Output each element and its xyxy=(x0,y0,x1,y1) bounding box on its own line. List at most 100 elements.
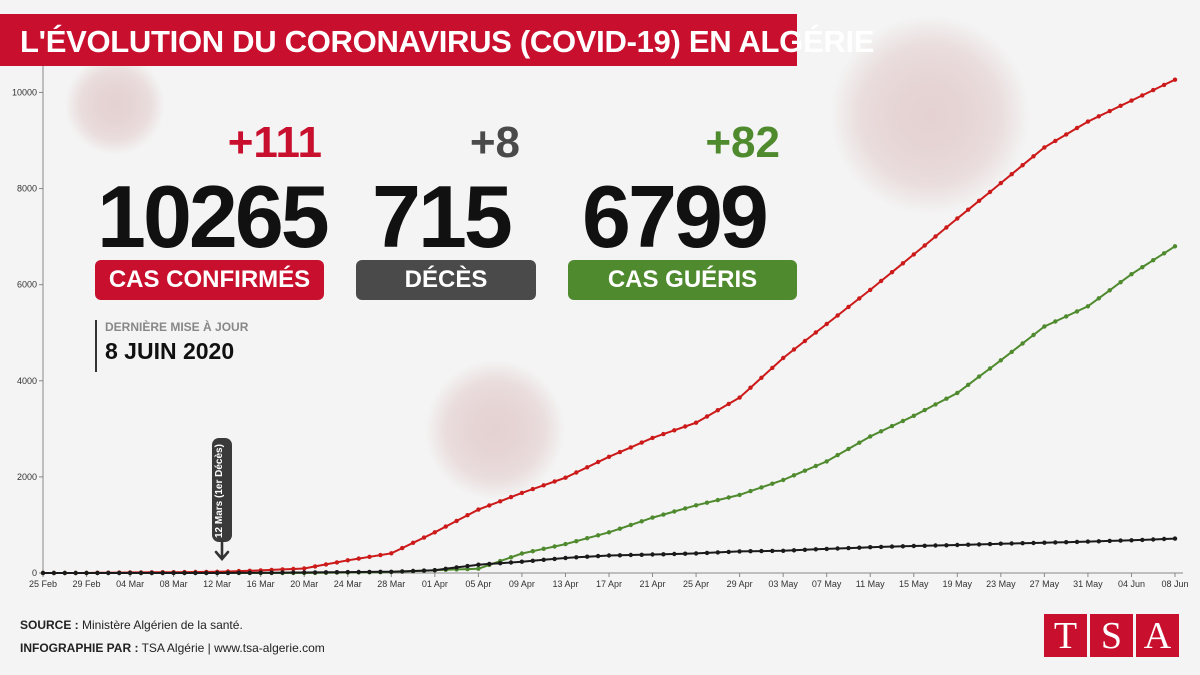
data-point-deaths xyxy=(650,552,655,557)
data-point-recovered xyxy=(726,495,731,500)
data-point-confirmed xyxy=(389,551,394,556)
data-point-deaths xyxy=(802,547,808,552)
data-point-recovered xyxy=(802,468,808,473)
credit-line: INFOGRAPHIE PAR : TSA Algérie | www.tsa-… xyxy=(20,641,325,655)
data-point-recovered xyxy=(1074,309,1080,314)
data-point-recovered xyxy=(704,500,710,505)
credit-label: INFOGRAPHIE PAR : xyxy=(20,641,139,655)
data-point-deaths xyxy=(127,570,133,576)
x-tick-label: 20 Mar xyxy=(290,579,318,589)
data-point-deaths xyxy=(204,570,209,576)
data-point-deaths xyxy=(617,553,623,558)
data-point-confirmed xyxy=(868,287,873,293)
data-point-deaths xyxy=(258,570,263,575)
virus-icon xyxy=(425,360,565,500)
x-tick-label: 21 Apr xyxy=(640,579,666,589)
data-point-confirmed xyxy=(955,216,960,221)
source-label: SOURCE : xyxy=(20,618,79,632)
data-point-deaths xyxy=(1129,538,1134,543)
data-point-confirmed xyxy=(367,554,372,559)
data-point-deaths xyxy=(302,570,307,575)
data-point-recovered xyxy=(944,396,949,401)
x-tick-label: 04 Mar xyxy=(116,579,144,589)
recovered-label-badge: CAS GUÉRIS xyxy=(568,260,797,300)
data-point-deaths xyxy=(1096,539,1102,544)
data-point-deaths xyxy=(824,546,829,552)
data-point-recovered xyxy=(857,440,862,445)
data-point-deaths xyxy=(955,542,960,548)
data-point-deaths xyxy=(922,543,927,548)
data-point-confirmed xyxy=(1140,93,1145,98)
data-point-deaths xyxy=(1161,536,1167,542)
data-point-deaths xyxy=(1031,540,1036,546)
data-point-confirmed xyxy=(661,431,666,437)
data-point-confirmed xyxy=(454,518,459,524)
data-point-deaths xyxy=(367,569,372,575)
data-point-recovered xyxy=(715,497,720,503)
y-tick-label: 0 xyxy=(32,568,37,578)
data-point-confirmed xyxy=(824,321,829,327)
last-update-label: DERNIÈRE MISE À JOUR xyxy=(105,320,249,334)
data-point-confirmed xyxy=(998,180,1003,186)
data-point-confirmed xyxy=(421,535,427,540)
data-point-deaths xyxy=(770,548,775,554)
data-point-confirmed xyxy=(878,278,884,284)
data-point-recovered xyxy=(595,533,601,538)
data-point-deaths xyxy=(1064,540,1069,545)
data-point-recovered xyxy=(552,544,557,549)
data-point-confirmed xyxy=(1020,163,1025,168)
data-point-confirmed xyxy=(857,296,862,301)
data-point-deaths xyxy=(900,544,906,549)
data-point-confirmed xyxy=(291,566,296,572)
data-point-confirmed xyxy=(498,499,503,504)
x-tick-label: 07 May xyxy=(812,579,842,589)
data-point-recovered xyxy=(1107,288,1112,293)
data-point-confirmed xyxy=(1009,172,1014,177)
data-point-deaths xyxy=(606,553,612,558)
data-point-deaths xyxy=(487,561,492,567)
data-point-confirmed xyxy=(432,530,437,535)
data-point-confirmed xyxy=(323,562,329,567)
data-point-deaths xyxy=(639,552,644,557)
data-point-confirmed xyxy=(628,445,633,450)
data-point-deaths xyxy=(269,570,274,575)
data-point-deaths xyxy=(149,570,154,576)
y-tick-label: 10000 xyxy=(12,87,37,97)
data-point-deaths xyxy=(1118,538,1123,543)
confirmed-label-badge: CAS CONFIRMÉS xyxy=(95,260,324,300)
data-point-deaths xyxy=(40,570,46,576)
data-point-deaths xyxy=(410,568,416,574)
x-tick-label: 25 Feb xyxy=(29,579,57,589)
confirmed-delta: +111 xyxy=(227,118,322,167)
data-point-deaths xyxy=(966,542,971,547)
logo-letter: T xyxy=(1044,614,1087,657)
virus-icon xyxy=(65,55,165,155)
data-point-confirmed xyxy=(1118,103,1123,109)
data-point-recovered xyxy=(933,402,938,407)
data-point-deaths xyxy=(400,569,405,574)
credit-text: TSA Algérie | www.tsa-algerie.com xyxy=(141,641,325,655)
data-point-recovered xyxy=(639,519,644,524)
data-point-deaths xyxy=(878,544,884,550)
data-point-deaths xyxy=(498,561,503,566)
data-point-deaths xyxy=(759,548,764,554)
data-point-recovered xyxy=(911,413,916,418)
virus-background-decoration xyxy=(65,15,1030,500)
data-point-confirmed xyxy=(715,408,720,413)
data-point-deaths xyxy=(563,555,568,561)
data-point-recovered xyxy=(661,512,666,517)
data-point-recovered xyxy=(922,407,927,413)
data-point-recovered xyxy=(781,477,786,483)
data-point-recovered xyxy=(976,374,982,379)
data-point-recovered xyxy=(868,434,873,439)
data-point-confirmed xyxy=(1161,82,1167,88)
data-point-confirmed xyxy=(312,564,318,569)
data-point-recovered xyxy=(672,509,677,514)
data-point-confirmed xyxy=(334,560,340,565)
data-point-deaths xyxy=(378,569,383,574)
data-point-deaths xyxy=(976,542,982,547)
data-point-deaths xyxy=(835,546,840,551)
data-point-recovered xyxy=(1020,341,1025,346)
first-death-annotation: 12 Mars (1er Décès) xyxy=(212,438,232,542)
data-point-recovered xyxy=(987,366,993,371)
